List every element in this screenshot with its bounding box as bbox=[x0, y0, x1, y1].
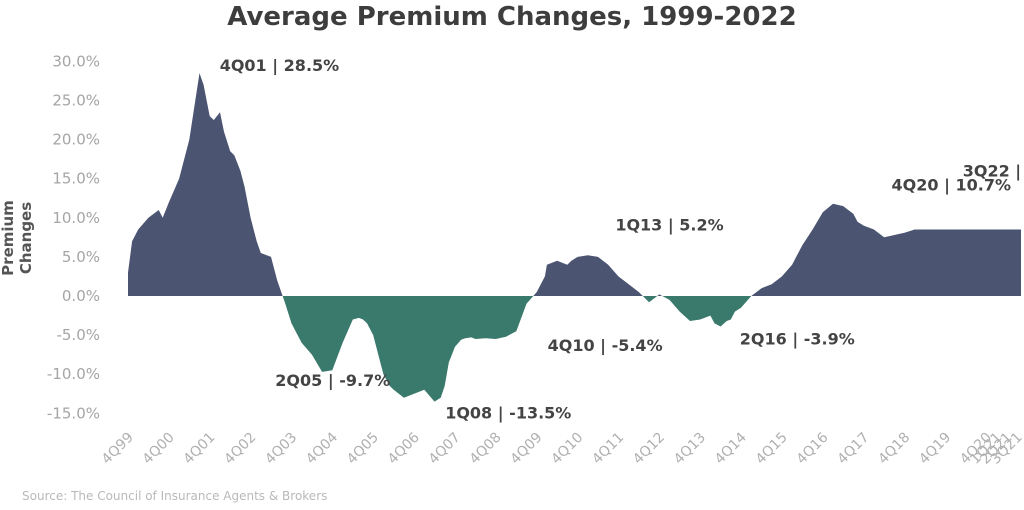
x-tick-label: 4Q04 bbox=[303, 429, 341, 467]
annotation-label: 4Q10 | -5.4% bbox=[548, 336, 663, 356]
annotation-label: 2Q16 | -3.9% bbox=[740, 330, 855, 350]
x-tick-label: 4Q16 bbox=[794, 429, 832, 467]
x-tick-label: 4Q01 bbox=[181, 429, 219, 467]
y-tick-label: -15.0% bbox=[47, 404, 100, 422]
annotation-label: 2Q05 | -9.7% bbox=[275, 371, 390, 391]
annotation-label: 4Q20 | 10.7% bbox=[892, 175, 1012, 195]
x-tick-label: 4Q00 bbox=[140, 430, 178, 468]
x-tick-label: 4Q05 bbox=[344, 430, 382, 468]
x-tick-label: 4Q09 bbox=[508, 430, 546, 468]
area-positive bbox=[128, 73, 1021, 296]
x-tick-label: 4Q07 bbox=[426, 430, 464, 468]
area-series bbox=[128, 73, 1021, 402]
y-tick-label: -10.0% bbox=[47, 365, 100, 383]
annotation-label: 1Q13 | 5.2% bbox=[615, 215, 723, 235]
x-tick-label: 4Q13 bbox=[671, 430, 709, 468]
y-tick-label: -5.0% bbox=[56, 326, 100, 344]
x-tick-label: 4Q19 bbox=[916, 430, 954, 468]
x-tick-label: 4Q10 bbox=[548, 430, 586, 468]
y-tick-label: 10.0% bbox=[52, 209, 100, 227]
x-axis-ticks: 4Q99 4Q00 4Q01 4Q02 4Q03 4Q04 4Q05 4Q06 4Q07 4Q08… bbox=[99, 429, 1024, 467]
area-negative bbox=[128, 296, 1021, 402]
y-tick-label: 25.0% bbox=[52, 92, 100, 110]
annotations: 4Q01 | 28.5% 2Q05 | -9.7% 1Q08 | -13.5% 4Q1… bbox=[220, 56, 1024, 424]
x-tick-label: 4Q15 bbox=[753, 430, 791, 468]
y-tick-label: 30.0% bbox=[52, 52, 100, 70]
x-tick-label: 4Q03 bbox=[262, 430, 300, 468]
x-tick-label: 4Q11 bbox=[589, 429, 627, 467]
annotation-label: 3Q22 | 8.1% bbox=[963, 162, 1024, 182]
x-tick-label: 4Q99 bbox=[99, 430, 137, 468]
x-tick-label: 4Q06 bbox=[385, 429, 423, 467]
source-note: Source: The Council of Insurance Agents … bbox=[22, 489, 328, 503]
x-tick-label: 4Q18 bbox=[875, 429, 913, 467]
y-tick-label: 0.0% bbox=[62, 287, 100, 305]
y-axis-ticks: 30.0% 25.0% 20.0% 15.0% 10.0% 5.0% 0.0% -5.0% -1… bbox=[47, 52, 100, 422]
annotation-label: 4Q01 | 28.5% bbox=[220, 56, 340, 76]
y-tick-label: 20.0% bbox=[52, 131, 100, 149]
x-tick-label: 4Q12 bbox=[630, 430, 668, 468]
x-tick-label: 4Q08 bbox=[467, 429, 505, 467]
chart-title: Average Premium Changes, 1999-2022 bbox=[227, 2, 797, 32]
annotation-label: 1Q08 | -13.5% bbox=[445, 404, 571, 424]
y-tick-label: 15.0% bbox=[52, 170, 100, 188]
x-tick-label: 4Q14 bbox=[712, 429, 750, 467]
y-tick-label: 5.0% bbox=[62, 248, 100, 266]
x-tick-label: 4Q17 bbox=[834, 430, 872, 468]
x-tick-label: 4Q02 bbox=[221, 430, 259, 468]
